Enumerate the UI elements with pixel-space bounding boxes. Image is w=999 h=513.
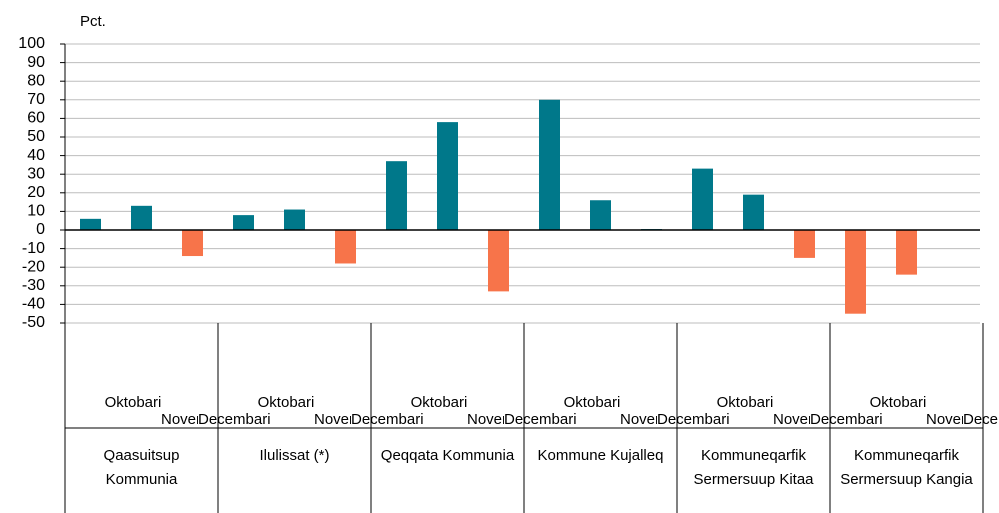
- x-subcategory-label: Novembari: [773, 411, 846, 428]
- x-subcategory-label: Decembari: [198, 411, 271, 428]
- x-subcategory-label: Decembari: [351, 411, 424, 428]
- x-subcategory-label: Decembari: [504, 411, 577, 428]
- x-category-label: Kommune Kujalleq: [538, 447, 664, 464]
- x-category-label: Qeqqata Kommunia: [381, 447, 515, 464]
- x-category-label: Kommuneqarfik Sermersuup Kangia: [840, 447, 973, 488]
- bar: [692, 168, 713, 230]
- bar: [845, 230, 866, 314]
- x-subcategory-label: Decembari: [963, 411, 999, 428]
- y-tick-label: 40: [27, 147, 45, 164]
- bar: [182, 230, 203, 257]
- bar: [488, 230, 509, 292]
- y-tick-label: 10: [27, 203, 45, 220]
- y-tick-label: -20: [22, 258, 45, 275]
- x-subcategory-label: Oktobari: [564, 394, 621, 411]
- x-subcategory-label: Oktobari: [411, 394, 468, 411]
- y-tick-label: 90: [27, 54, 45, 71]
- bar: [539, 99, 560, 230]
- bar: [590, 200, 611, 230]
- bar: [896, 230, 917, 275]
- bar: [335, 230, 356, 264]
- x-subcategory-label: Oktobari: [717, 394, 774, 411]
- x-category-label: Ilulissat (*): [259, 447, 329, 464]
- bar: [386, 161, 407, 230]
- x-subcategory-label: Novembari: [620, 411, 693, 428]
- y-tick-label: -50: [22, 314, 45, 331]
- bar: [743, 194, 764, 230]
- y-tick-label: 50: [27, 128, 45, 145]
- x-subcategory-label: Novembari: [161, 411, 234, 428]
- x-subcategory-label: Decembari: [657, 411, 730, 428]
- y-tick-label: 80: [27, 72, 45, 89]
- bar: [794, 230, 815, 258]
- y-tick-label: 60: [27, 110, 45, 127]
- x-subcategory-label: Novembari: [314, 411, 387, 428]
- y-tick-label: 100: [18, 35, 45, 52]
- y-tick-label: -40: [22, 296, 45, 313]
- y-tick-label: 20: [27, 184, 45, 201]
- y-tick-label: -30: [22, 277, 45, 294]
- x-subcategory-label: Oktobari: [258, 394, 315, 411]
- x-category-label: Kommuneqarfik Sermersuup Kitaa: [693, 447, 814, 488]
- x-category-label: Qaasuitsup Kommunia: [104, 447, 180, 488]
- y-axis-label: Pct.: [80, 13, 106, 30]
- y-tick-label: 0: [36, 221, 45, 238]
- y-tick-label: 30: [27, 165, 45, 182]
- bar: [233, 215, 254, 230]
- bar: [131, 205, 152, 230]
- x-subcategory-label: Oktobari: [105, 394, 162, 411]
- x-subcategory-label: Decembari: [810, 411, 883, 428]
- y-tick-label: -10: [22, 240, 45, 257]
- x-subcategory-label: Oktobari: [870, 394, 927, 411]
- y-tick-label: 70: [27, 91, 45, 108]
- bar: [437, 122, 458, 230]
- x-subcategory-label: Novembari: [467, 411, 540, 428]
- bar: [80, 218, 101, 230]
- bar: [284, 209, 305, 230]
- x-subcategory-label: Novembari: [926, 411, 999, 428]
